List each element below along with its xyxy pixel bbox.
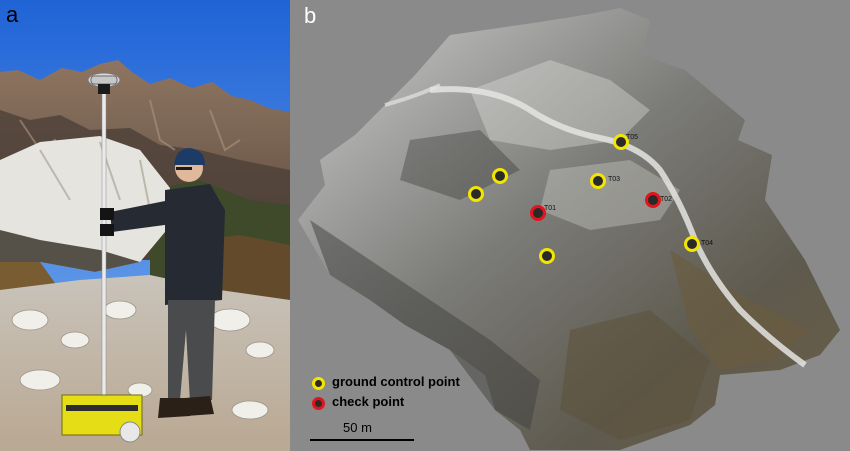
ground-control-point-marker [492, 168, 508, 184]
gcp-legend-symbol [312, 377, 325, 390]
orthophoto-map-panel: T03 T05 T04 T01 T02 ground control point… [290, 0, 850, 451]
field-photo-panel: a [0, 0, 290, 451]
ground-control-point-marker [590, 173, 606, 189]
orthophoto-map [298, 8, 840, 450]
ground-control-point-marker [539, 248, 555, 264]
marker-label-t03: T03 [608, 176, 621, 183]
field-photo [0, 0, 290, 451]
panel-label-b: b [304, 3, 317, 28]
check-point-marker [530, 205, 546, 221]
marker-label-t01: T01 [544, 205, 557, 212]
scale-bar-label: 50 m [343, 420, 372, 435]
marker-label-t04: T04 [701, 240, 714, 247]
scale-bar [310, 439, 414, 441]
panel-label-a: a [6, 2, 19, 27]
check-legend-symbol [312, 397, 325, 410]
marker-label-t02: T02 [660, 196, 673, 203]
marker-label-t05: T05 [626, 134, 639, 141]
ground-control-point-marker [468, 186, 484, 202]
ground-control-point-marker [613, 134, 629, 150]
gcp-legend-label: ground control point [332, 374, 460, 389]
check-legend-label: check point [332, 394, 405, 409]
check-point-marker [645, 192, 661, 208]
ground-control-point-marker [684, 236, 700, 252]
